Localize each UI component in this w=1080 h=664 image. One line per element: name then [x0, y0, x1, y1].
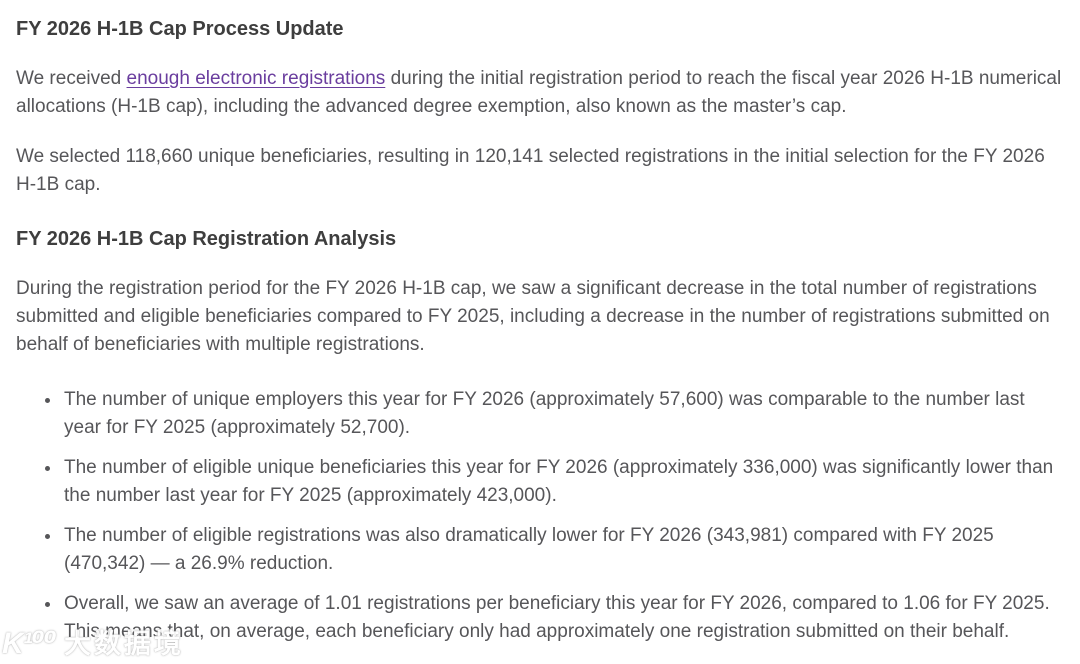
- analysis-bullet-list: The number of unique employers this year…: [16, 386, 1062, 646]
- bullet-unique-employers: The number of unique employers this year…: [62, 386, 1062, 442]
- bullet-eligible-registrations: The number of eligible registrations was…: [62, 522, 1062, 578]
- paragraph-registrations-before-link: We received: [16, 68, 127, 89]
- article-body: FY 2026 H-1B Cap Process Update We recei…: [16, 16, 1062, 646]
- paragraph-selected-beneficiaries: We selected 118,660 unique beneficiaries…: [16, 146, 1045, 195]
- enough-electronic-registrations-link[interactable]: enough electronic registrations: [126, 68, 386, 89]
- bullet-average-registrations: Overall, we saw an average of 1.01 regis…: [62, 590, 1062, 646]
- paragraph-registrations-after-link: during the initial registration period t…: [16, 68, 1062, 117]
- heading-registration-analysis: FY 2026 H-1B Cap Registration Analysis: [16, 228, 397, 250]
- paragraph-registrations: We received enough electronic registrati…: [16, 65, 1062, 121]
- paragraph-analysis: During the registration period for the F…: [16, 278, 1050, 355]
- bullet-eligible-unique-beneficiaries: The number of eligible unique beneficiar…: [62, 454, 1062, 510]
- heading-process-update: FY 2026 H-1B Cap Process Update: [16, 18, 344, 40]
